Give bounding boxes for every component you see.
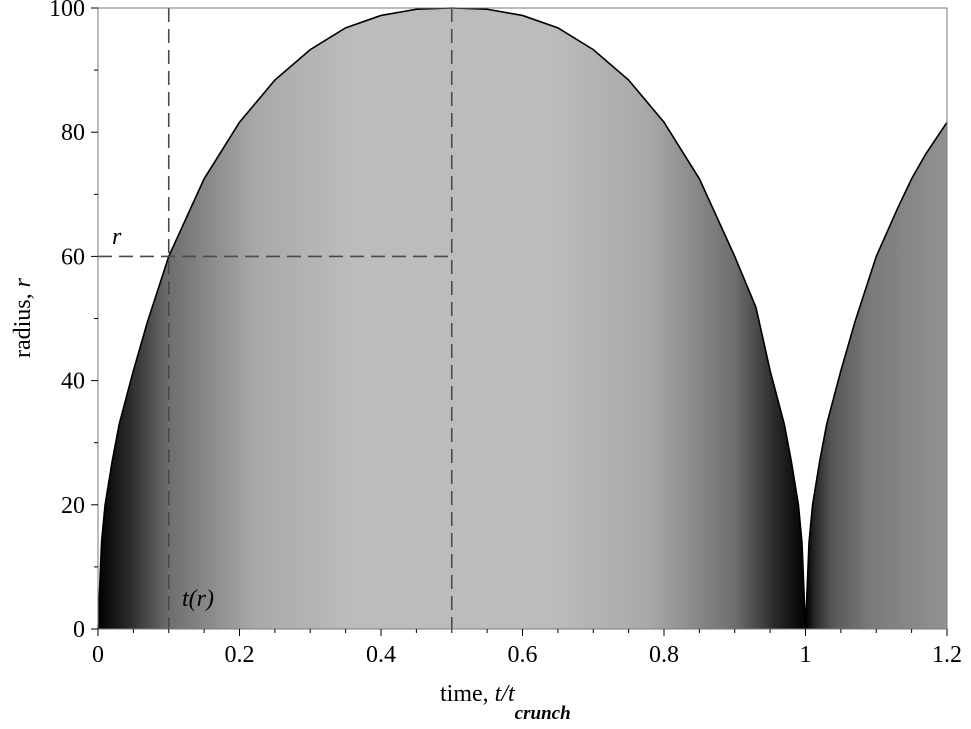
y-tick-label: 80: [61, 120, 85, 146]
y-tick-label: 40: [61, 369, 85, 395]
x-tick-label: 0.2: [225, 642, 255, 668]
y-tick-label: 20: [61, 493, 85, 519]
x-axis-title: time, t/tcrunch: [440, 681, 571, 724]
x-axis-title-sub: crunch: [515, 703, 571, 724]
y-tick-label: 60: [61, 244, 85, 270]
x-axis-title-prefix: time,: [440, 681, 495, 707]
reference-lines: [98, 8, 453, 629]
y-tick-label: 100: [49, 0, 85, 22]
x-tick-label: 0.4: [366, 642, 396, 668]
ticks: [91, 7, 948, 636]
y-axis-title: radius, r: [10, 277, 36, 358]
area-series-2: [805, 122, 947, 629]
area-series-1: [98, 8, 806, 629]
y-axis-title-prefix: radius,: [10, 287, 36, 358]
x-tick-label: 0: [92, 642, 104, 668]
curve-series-2: [804, 121, 948, 630]
x-tick-label: 0.6: [508, 642, 538, 668]
y-axis-title-var: r: [10, 277, 36, 287]
t-of-r-annotation: t(r): [182, 586, 214, 612]
x-tick-label: 0.8: [649, 642, 679, 668]
filled-areas: [97, 7, 948, 630]
tick-labels: 0 0.2 0.4 0.6 0.8 1 1.2 0 20 40 60 80 100: [49, 0, 962, 668]
x-axis-title-var: t/t: [495, 681, 516, 707]
y-tick-label: 0: [73, 617, 85, 643]
r-annotation: r: [112, 224, 122, 250]
x-tick-label: 1.2: [932, 642, 962, 668]
x-tick-label: 1: [800, 642, 812, 668]
